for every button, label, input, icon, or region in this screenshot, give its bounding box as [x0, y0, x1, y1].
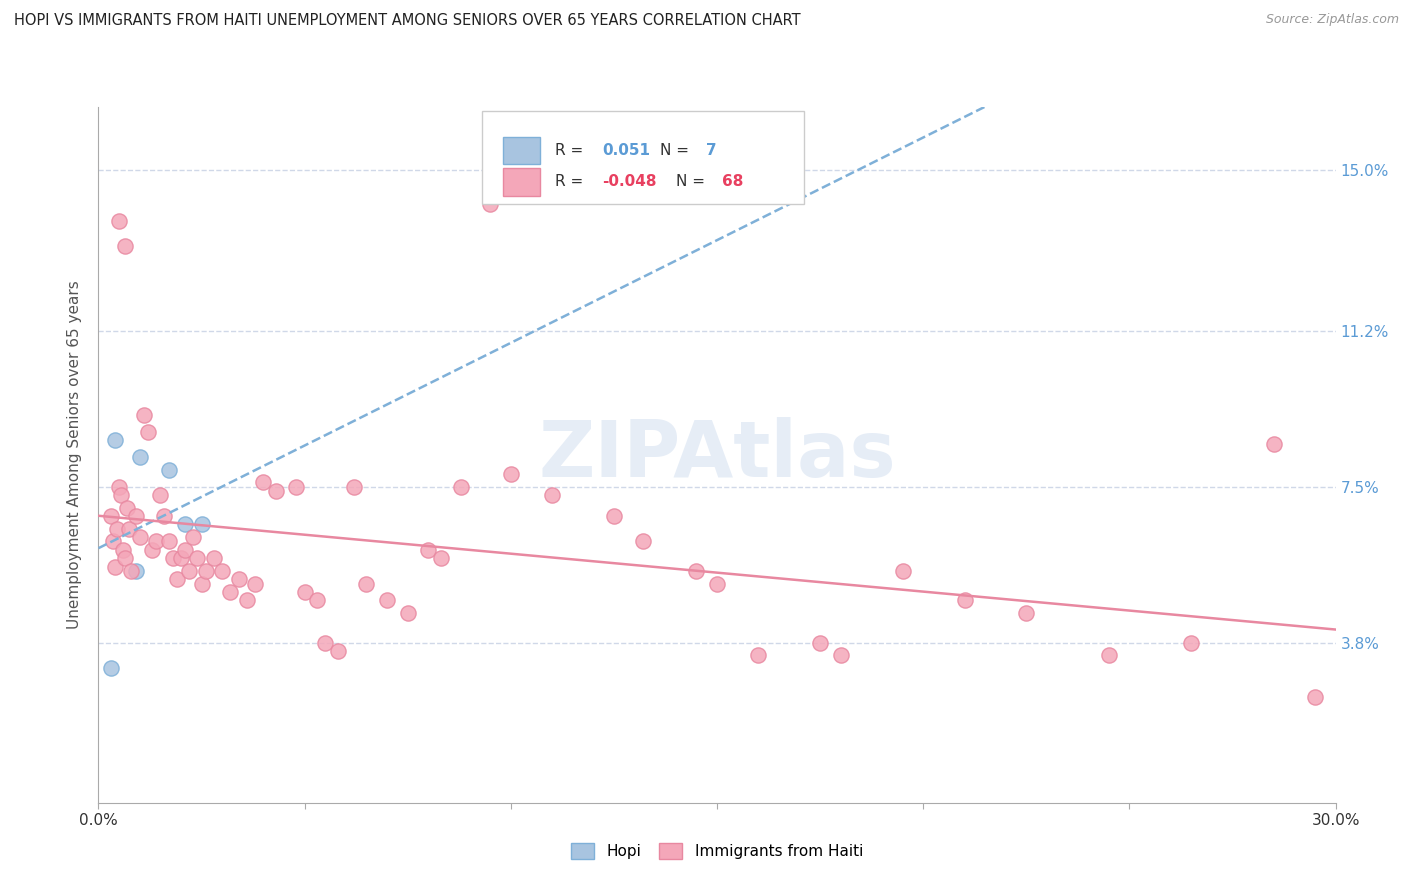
- Point: [243, 576, 266, 591]
- Point: [181, 530, 204, 544]
- Point: [120, 564, 142, 578]
- Point: [124, 564, 146, 578]
- Point: [145, 534, 167, 549]
- Point: [396, 606, 419, 620]
- Point: [101, 534, 124, 549]
- Legend: Hopi, Immigrants from Haiti: Hopi, Immigrants from Haiti: [562, 834, 872, 868]
- Point: [100, 661, 122, 675]
- Text: ZIPAtlas: ZIPAtlas: [538, 417, 896, 493]
- Point: [541, 488, 564, 502]
- Point: [252, 475, 274, 490]
- Point: [830, 648, 852, 663]
- Point: [953, 593, 976, 607]
- Point: [228, 572, 250, 586]
- Point: [194, 564, 217, 578]
- Point: [190, 576, 212, 591]
- Point: [174, 517, 197, 532]
- Point: [305, 593, 328, 607]
- Point: [294, 585, 316, 599]
- Point: [236, 593, 259, 607]
- Point: [285, 479, 308, 493]
- Point: [808, 635, 831, 649]
- Text: 68: 68: [723, 174, 744, 189]
- Point: [326, 644, 349, 658]
- Point: [747, 648, 769, 663]
- Point: [706, 576, 728, 591]
- Text: -0.048: -0.048: [602, 174, 657, 189]
- Point: [132, 408, 155, 422]
- Point: [1180, 635, 1202, 649]
- Point: [891, 564, 914, 578]
- Point: [1098, 648, 1121, 663]
- Point: [141, 542, 163, 557]
- Point: [1303, 690, 1326, 705]
- Text: 7: 7: [706, 143, 717, 158]
- Point: [202, 551, 225, 566]
- Point: [179, 564, 201, 578]
- Point: [343, 479, 366, 493]
- FancyBboxPatch shape: [482, 111, 804, 204]
- Point: [429, 551, 451, 566]
- Point: [118, 522, 141, 536]
- Point: [603, 509, 626, 524]
- Point: [157, 534, 180, 549]
- Point: [166, 572, 188, 586]
- Point: [114, 239, 136, 253]
- Point: [1015, 606, 1038, 620]
- Text: N =: N =: [676, 174, 710, 189]
- Point: [108, 479, 131, 493]
- Point: [114, 551, 136, 566]
- Point: [117, 500, 139, 515]
- Point: [418, 542, 440, 557]
- Point: [170, 551, 193, 566]
- Point: [1263, 437, 1285, 451]
- Point: [124, 509, 146, 524]
- Point: [211, 564, 233, 578]
- Point: [100, 509, 122, 524]
- Text: R =: R =: [555, 174, 588, 189]
- Point: [450, 479, 472, 493]
- Point: [105, 522, 128, 536]
- Point: [153, 509, 176, 524]
- Point: [499, 467, 522, 481]
- Point: [110, 488, 132, 502]
- Point: [128, 450, 150, 464]
- Point: [104, 559, 127, 574]
- Point: [104, 433, 127, 447]
- Text: HOPI VS IMMIGRANTS FROM HAITI UNEMPLOYMENT AMONG SENIORS OVER 65 YEARS CORRELATI: HOPI VS IMMIGRANTS FROM HAITI UNEMPLOYME…: [14, 13, 800, 29]
- Point: [157, 463, 180, 477]
- Point: [186, 551, 208, 566]
- Point: [375, 593, 398, 607]
- Point: [356, 576, 378, 591]
- Point: [264, 483, 287, 498]
- Point: [128, 530, 150, 544]
- Point: [314, 635, 336, 649]
- FancyBboxPatch shape: [503, 168, 540, 195]
- Point: [136, 425, 159, 439]
- Point: [112, 542, 135, 557]
- Point: [685, 564, 707, 578]
- Text: Source: ZipAtlas.com: Source: ZipAtlas.com: [1265, 13, 1399, 27]
- Point: [190, 517, 212, 532]
- Text: 0.051: 0.051: [602, 143, 650, 158]
- FancyBboxPatch shape: [503, 136, 540, 164]
- Point: [162, 551, 184, 566]
- Text: N =: N =: [661, 143, 695, 158]
- Text: R =: R =: [555, 143, 588, 158]
- Point: [631, 534, 654, 549]
- Point: [174, 542, 197, 557]
- Point: [149, 488, 172, 502]
- Y-axis label: Unemployment Among Seniors over 65 years: Unemployment Among Seniors over 65 years: [67, 281, 83, 629]
- Point: [108, 214, 131, 228]
- Point: [479, 197, 502, 211]
- Point: [219, 585, 242, 599]
